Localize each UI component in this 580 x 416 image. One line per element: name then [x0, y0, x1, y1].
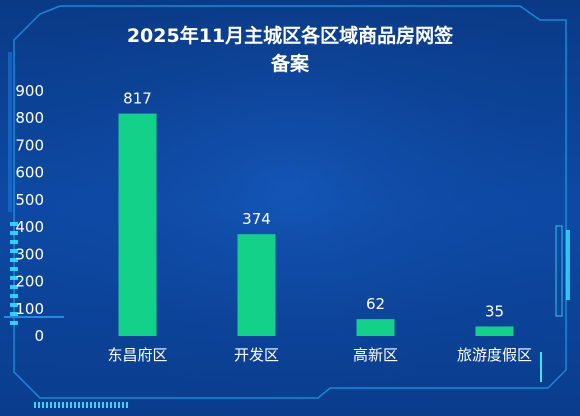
bar — [475, 326, 514, 336]
data-label: 62 — [366, 295, 385, 313]
left-dash-accent — [10, 222, 18, 325]
data-label: 374 — [242, 210, 271, 228]
y-tick-label: 600 — [15, 164, 44, 182]
bar — [237, 234, 276, 336]
bar — [118, 113, 157, 336]
y-tick-label: 100 — [15, 300, 44, 318]
x-axis-labels: 东昌府区 开发区 高新区 旅游度假区 — [107, 346, 532, 364]
y-tick-label: 900 — [15, 82, 44, 100]
y-tick-label: 400 — [15, 218, 44, 236]
data-label: 35 — [485, 302, 504, 320]
y-tick-label: 0 — [34, 327, 44, 345]
bars — [118, 113, 514, 336]
decorative-frame — [13, 5, 567, 399]
x-category-label: 东昌府区 — [107, 346, 167, 364]
frame-accents — [4, 52, 570, 382]
bottom-dash-accent — [34, 402, 128, 408]
data-label: 817 — [123, 90, 152, 108]
y-tick-label: 300 — [15, 245, 44, 263]
data-labels: 817 374 62 35 — [123, 90, 504, 321]
y-tick-label: 700 — [15, 136, 44, 154]
y-tick-label: 500 — [15, 191, 44, 209]
x-category-label: 开发区 — [234, 346, 279, 364]
x-category-label: 高新区 — [353, 346, 398, 364]
chart-title-line-2: 备案 — [270, 52, 310, 75]
x-category-label: 旅游度假区 — [457, 346, 532, 364]
y-tick-label: 200 — [15, 273, 44, 291]
y-axis-ticks: 0 100 200 300 400 500 600 700 800 900 — [15, 82, 44, 345]
bar — [356, 319, 395, 336]
chart-title-line-1: 2025年11月主城区各区域商品房网签 — [127, 24, 454, 47]
y-tick-label: 800 — [15, 109, 44, 127]
